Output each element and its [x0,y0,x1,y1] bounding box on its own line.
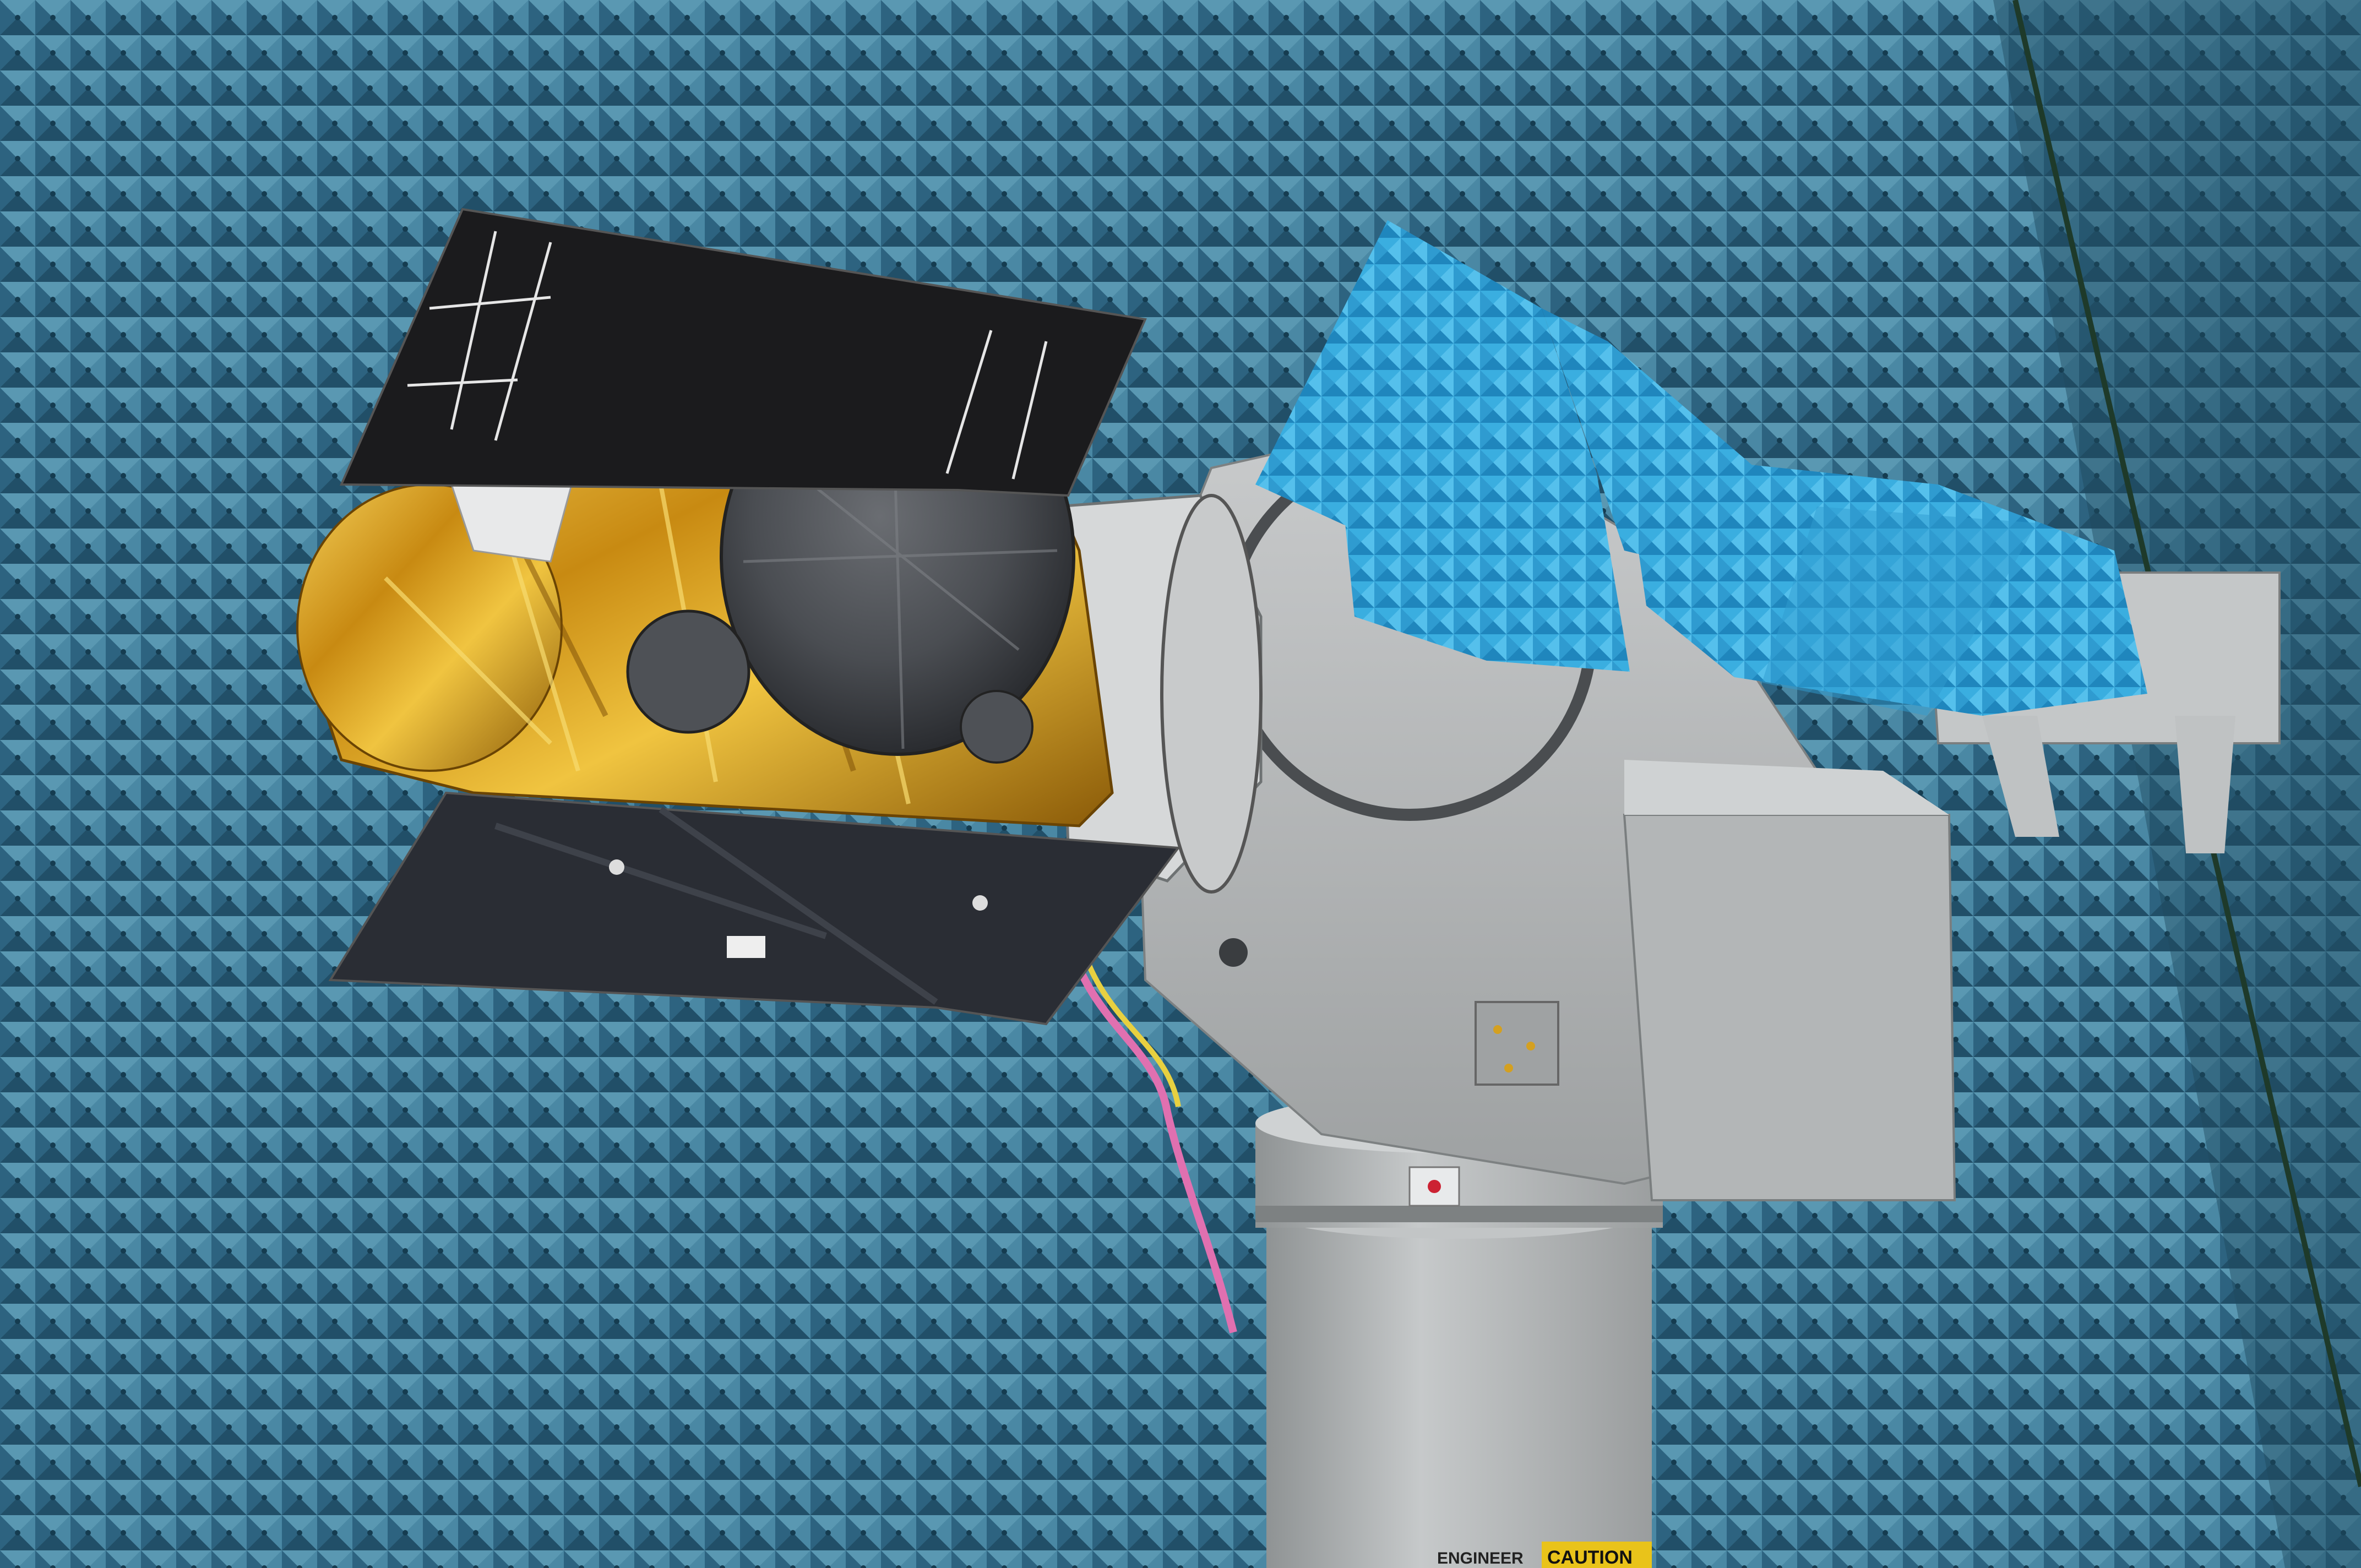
wire-harness [1064,935,1237,1333]
engineer-label: ENGINEER [1437,1549,1524,1567]
black-thermal-blanket-panel [328,791,1180,1026]
blue-rf-absorber-foam [1255,220,2147,716]
solar-array-panel-top [339,208,1147,497]
chamber-corner-shadow [1993,0,2361,1568]
caution-label: CAUTION [1547,1547,1633,1568]
wire-harness-yellow [1076,935,1181,1107]
